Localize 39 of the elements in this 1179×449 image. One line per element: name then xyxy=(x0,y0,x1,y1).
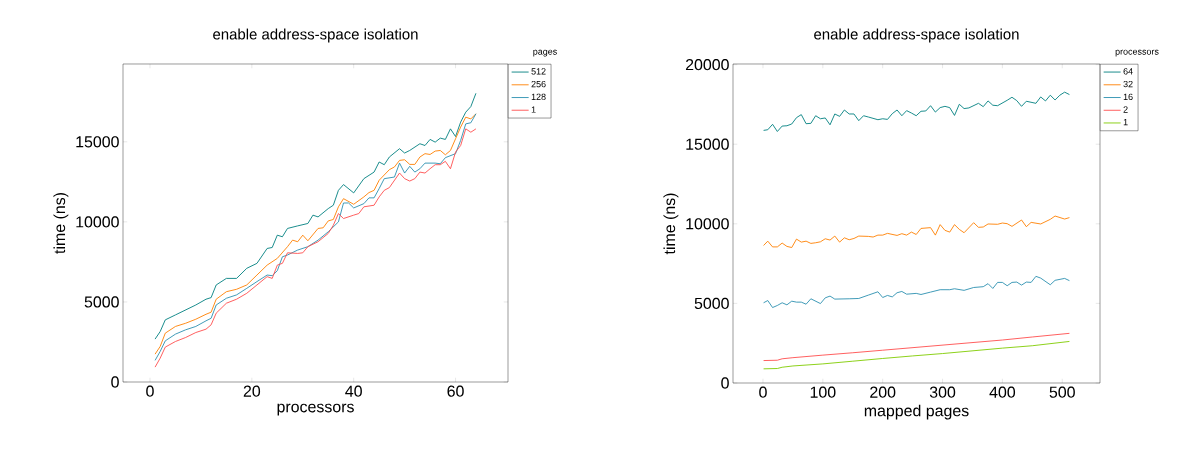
y-tick-label: 15000 xyxy=(76,136,119,148)
chart-title: enable address-space isolation xyxy=(213,28,418,43)
line-series xyxy=(763,275,1070,308)
y-tick-label: 15000 xyxy=(686,138,729,150)
y-tick-label: 5000 xyxy=(84,296,119,308)
line-series xyxy=(763,215,1070,248)
y-axis-title: time (ns) xyxy=(53,193,69,254)
y-tick-label: 10000 xyxy=(76,216,119,228)
x-tick-label: 300 xyxy=(929,386,956,398)
x-axis-title: mapped pages xyxy=(864,404,969,420)
y-tick-label: 20000 xyxy=(685,58,729,71)
x-axis-title: processors xyxy=(277,403,354,416)
legend-label: 64 xyxy=(1123,68,1133,75)
legend-title: pages xyxy=(533,49,557,57)
x-tick-label: 40 xyxy=(345,385,362,397)
legend-label: 512 xyxy=(531,68,546,75)
x-tick-label: 200 xyxy=(870,386,896,398)
legend-label: 32 xyxy=(1123,80,1133,88)
legend-label: 1 xyxy=(531,106,536,113)
legend-label: 16 xyxy=(1123,93,1133,101)
legend-label: 128 xyxy=(531,93,546,101)
y-tick-label: 10000 xyxy=(686,218,729,230)
x-tick-label: 0 xyxy=(759,386,767,398)
x-tick-label: 500 xyxy=(1049,386,1075,398)
y-tick-label: 5000 xyxy=(694,297,729,310)
y-tick-label: 0 xyxy=(721,377,729,389)
y-axis-title: time (ns) xyxy=(663,193,679,255)
x-tick-label: 60 xyxy=(447,385,464,397)
legend-label: 2 xyxy=(1123,106,1128,113)
chart-title: enable address-space isolation xyxy=(814,28,1019,43)
legend-label: 256 xyxy=(531,80,546,88)
x-tick-label: 20 xyxy=(243,385,261,397)
legend-label: 1 xyxy=(1123,119,1128,126)
x-tick-label: 0 xyxy=(146,385,154,397)
y-tick-label: 0 xyxy=(111,376,119,388)
x-tick-label: 100 xyxy=(810,386,836,398)
line-series xyxy=(763,91,1070,132)
x-tick-label: 400 xyxy=(989,386,1016,398)
legend-title: processors xyxy=(1115,49,1159,57)
